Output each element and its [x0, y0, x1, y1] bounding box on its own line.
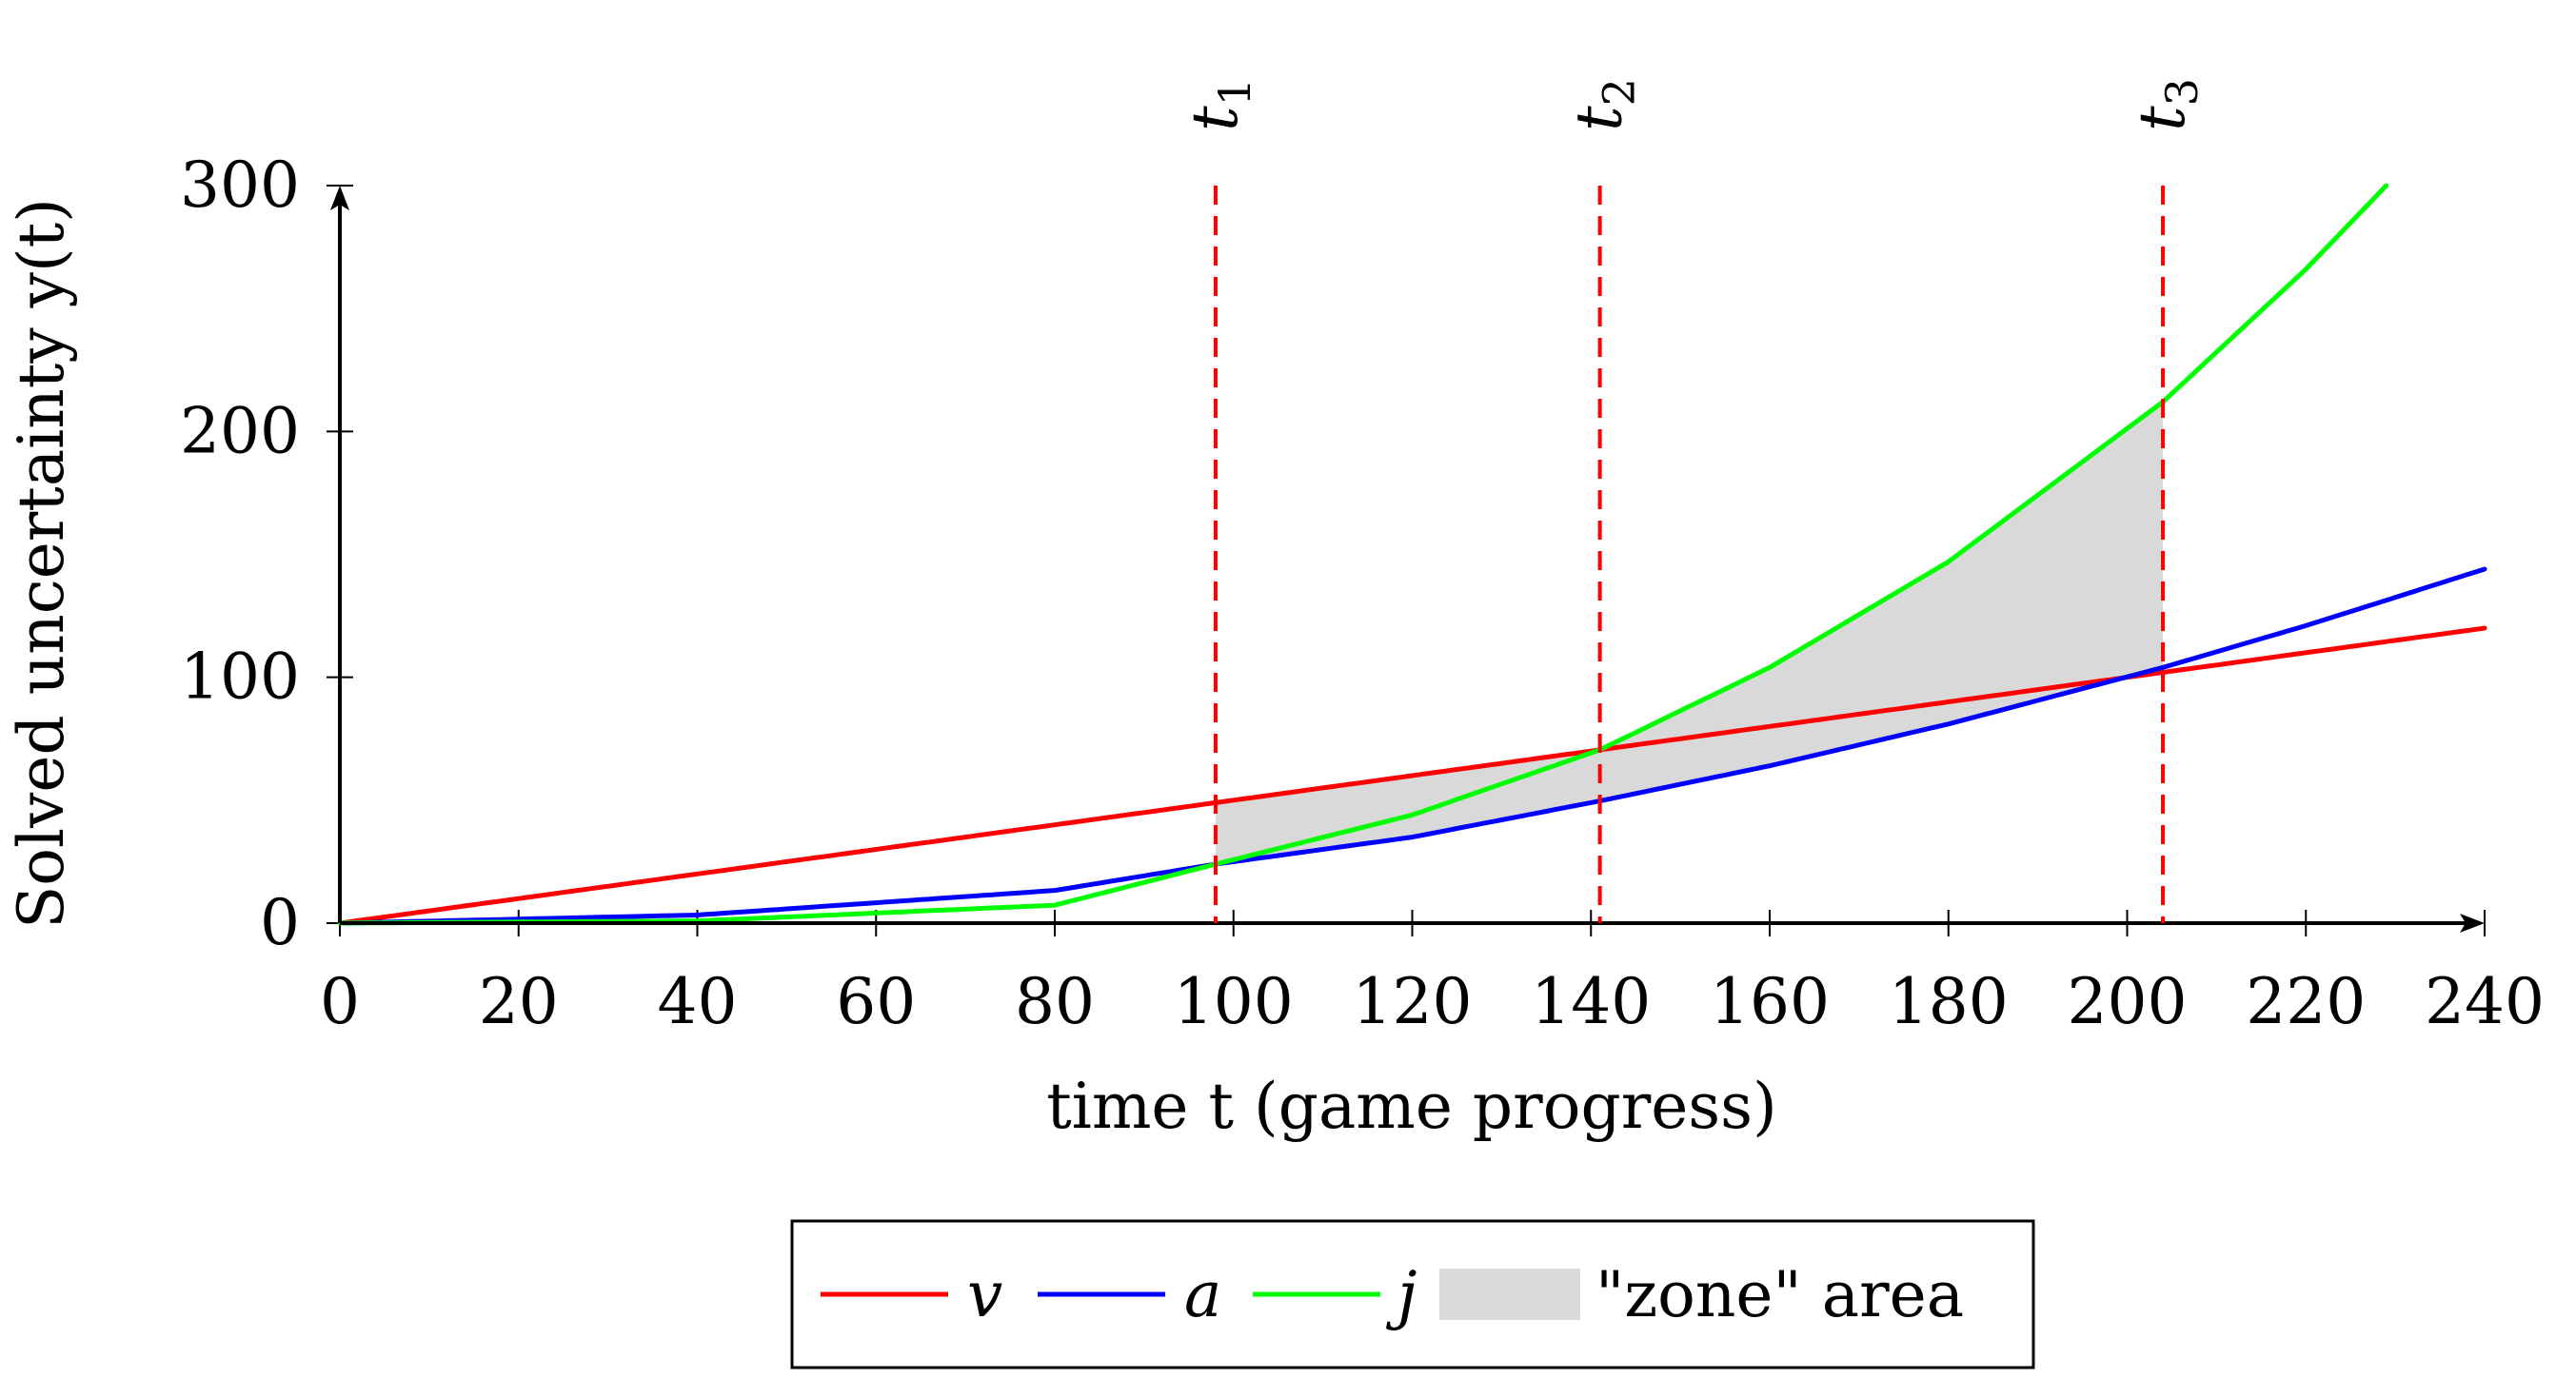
x-tick-label: 60	[836, 965, 916, 1038]
time-markers: t1 t2 t3	[1179, 78, 2208, 923]
marker-label-t3: t3	[2126, 78, 2208, 131]
legend: v a j "zone" area	[790, 1219, 2035, 1369]
legend-label-v: v	[967, 1258, 1002, 1331]
x-tick-label: 140	[1531, 965, 1651, 1038]
x-tick-label: 200	[2068, 965, 2188, 1038]
tick-labels: 0 20 40 60 80 100 120 140 160 180 200 220 240 0 100 200…	[180, 148, 2545, 1038]
y-axis-arrow	[330, 186, 349, 210]
x-axis-title-text: time t (game progress)	[1046, 1070, 1777, 1143]
zone-area	[1216, 402, 2164, 864]
x-axis-arrow	[2460, 914, 2485, 933]
x-axis-title: time t (game progress)	[1046, 1070, 1777, 1143]
y-tick-label: 300	[180, 148, 300, 222]
y-axis-title-text: Solved uncertainty y(t)	[5, 198, 78, 929]
legend-label-a: a	[1184, 1258, 1221, 1331]
x-tick-label: 240	[2425, 965, 2545, 1038]
x-tick-label: 20	[479, 965, 559, 1038]
zone-area-layer	[1216, 402, 2164, 864]
x-tick-label: 160	[1710, 965, 1830, 1038]
x-tick-label: 220	[2246, 965, 2366, 1038]
legend-box	[790, 1219, 2035, 1369]
x-tick-label: 80	[1015, 965, 1095, 1038]
marker-label-t1: t1	[1179, 78, 1260, 131]
legend-swatch-zone	[1439, 1269, 1580, 1320]
x-tick-label: 120	[1353, 965, 1473, 1038]
x-tick-label: 180	[1889, 965, 2009, 1038]
axes	[330, 186, 2485, 933]
series-layer	[337, 183, 2487, 926]
x-tick-label: 100	[1174, 965, 1294, 1038]
y-tick-label: 0	[260, 886, 300, 959]
legend-label-zone: "zone" area	[1595, 1258, 1964, 1331]
series-j-line	[337, 183, 2389, 926]
y-tick-label: 100	[180, 640, 300, 714]
y-axis-title: Solved uncertainty y(t)	[5, 198, 78, 929]
y-tick-label: 200	[180, 394, 300, 467]
x-tick-label: 0	[320, 965, 360, 1038]
marker-label-t2: t2	[1563, 78, 1645, 131]
series-a-line	[337, 566, 2487, 926]
x-tick-label: 40	[658, 965, 738, 1038]
